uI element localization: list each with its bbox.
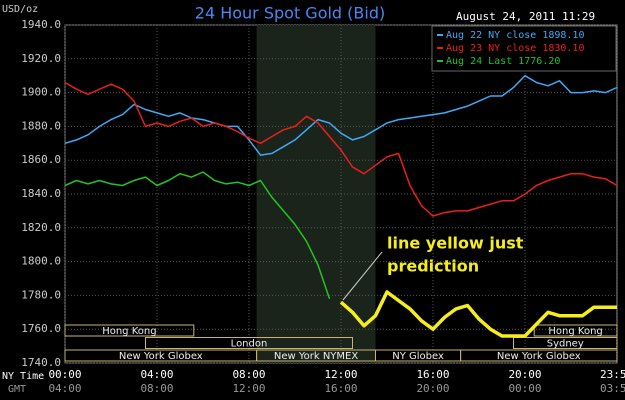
x2-axis-label: GMT xyxy=(8,384,26,395)
x-tick-label: 00:00 xyxy=(48,368,81,381)
session-label: New York NYMEX xyxy=(274,351,359,362)
x2-tick-label: 03:59 xyxy=(600,382,625,395)
y-tick-label: 1760.0 xyxy=(21,322,61,335)
session-label: Hong Kong xyxy=(102,326,156,337)
x-tick-label: 16:00 xyxy=(416,368,449,381)
nymex-shade xyxy=(256,25,376,363)
timestamp: August 24, 2011 11:29 xyxy=(456,10,595,23)
series-line xyxy=(64,81,618,217)
session-box xyxy=(64,324,195,337)
y-axis-label: USD/oz xyxy=(2,4,38,15)
annotation: prediction xyxy=(387,257,479,276)
y-tick-label: 1820.0 xyxy=(21,221,61,234)
series-line xyxy=(64,171,331,300)
legend-box xyxy=(431,25,617,72)
session-box xyxy=(513,337,618,349)
legend-label: Aug 24 Last 1776.20 xyxy=(446,56,560,67)
y-tick-label: 1780.0 xyxy=(21,288,61,301)
session-label: New York Globex xyxy=(497,351,581,362)
legend-label: Aug 23 NY close 1830.10 xyxy=(446,43,584,54)
legend-label: Aug 22 NY close 1898.10 xyxy=(446,30,584,41)
session-box xyxy=(460,349,618,362)
y-tick-label: 1800.0 xyxy=(21,255,61,268)
y-tick-label: 1840.0 xyxy=(21,187,61,200)
session-label: New York Globex xyxy=(119,351,203,362)
series-line xyxy=(64,74,618,156)
x2-tick-label: 08:00 xyxy=(140,382,173,395)
x-tick-label: 23:59 xyxy=(600,368,625,381)
x-tick-label: 20:00 xyxy=(508,368,541,381)
y-tick-label: 1860.0 xyxy=(21,153,61,166)
y-tick-label: 1740.0 xyxy=(21,356,61,369)
x-tick-label: 08:00 xyxy=(232,368,265,381)
x2-tick-label: 20:00 xyxy=(416,382,449,395)
annotation: line yellow just xyxy=(387,234,524,253)
session-label: Hong Kong xyxy=(548,326,602,337)
x2-tick-label: 04:00 xyxy=(48,382,81,395)
session-box xyxy=(145,337,353,349)
chart-title: 24 Hour Spot Gold (Bid) xyxy=(195,4,385,23)
x2-tick-label: 16:00 xyxy=(324,382,357,395)
x-axis-label: NY Time xyxy=(2,371,44,382)
x-tick-label: 04:00 xyxy=(140,368,173,381)
x2-tick-label: 00:00 xyxy=(508,382,541,395)
session-box xyxy=(533,324,618,337)
x-tick-label: 12:00 xyxy=(324,368,357,381)
y-tick-label: 1940.0 xyxy=(21,18,61,31)
y-tick-label: 1900.0 xyxy=(21,86,61,99)
y-tick-label: 1880.0 xyxy=(21,119,61,132)
x2-tick-label: 12:00 xyxy=(232,382,265,395)
session-label: Sydney xyxy=(547,339,584,350)
session-label: London xyxy=(231,339,268,350)
session-label: NY Globex xyxy=(392,351,444,362)
y-tick-label: 1920.0 xyxy=(21,52,61,65)
annotation-pointer xyxy=(342,251,383,301)
series-line xyxy=(339,290,617,338)
